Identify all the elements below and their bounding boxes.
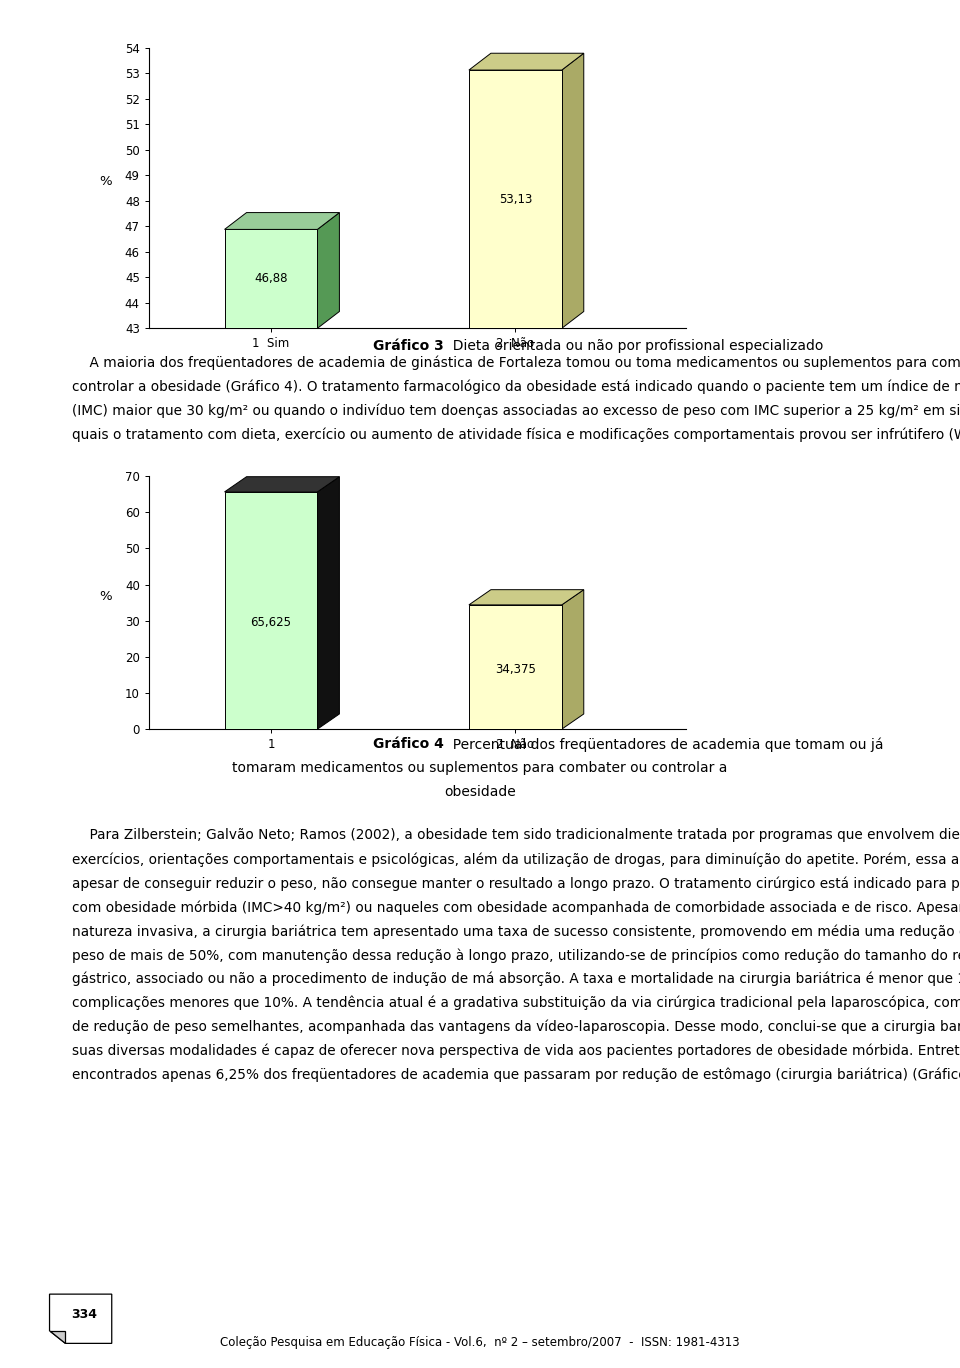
Polygon shape bbox=[50, 1331, 65, 1343]
Text: 334: 334 bbox=[71, 1308, 97, 1321]
Polygon shape bbox=[468, 590, 584, 605]
Text: 53,13: 53,13 bbox=[498, 193, 532, 205]
Text: gástrico, associado ou não a procedimento de indução de má absorção. A taxa e mo: gástrico, associado ou não a procediment… bbox=[72, 973, 960, 986]
Text: de redução de peso semelhantes, acompanhada das vantagens da vídeo-laparoscopia.: de redução de peso semelhantes, acompanh… bbox=[72, 1021, 960, 1034]
Text: suas diversas modalidades é capaz de oferecer nova perspectiva de vida aos pacie: suas diversas modalidades é capaz de ofe… bbox=[72, 1044, 960, 1059]
Y-axis label: %: % bbox=[100, 175, 112, 187]
Text: quais o tratamento com dieta, exercício ou aumento de atividade física e modific: quais o tratamento com dieta, exercício … bbox=[72, 427, 960, 442]
Text: complicações menores que 10%. A tendência atual é a gradativa substituição da vi: complicações menores que 10%. A tendênci… bbox=[72, 996, 960, 1011]
Text: Dieta orientada ou não por profissional especializado: Dieta orientada ou não por profissional … bbox=[444, 339, 823, 353]
Text: 65,625: 65,625 bbox=[251, 616, 292, 629]
Text: peso de mais de 50%, com manutenção dessa redução à longo prazo, utilizando-se d: peso de mais de 50%, com manutenção dess… bbox=[72, 948, 960, 963]
Text: obesidade: obesidade bbox=[444, 785, 516, 799]
Text: 46,88: 46,88 bbox=[254, 272, 288, 286]
Text: apesar de conseguir reduzir o peso, não consegue manter o resultado a longo praz: apesar de conseguir reduzir o peso, não … bbox=[72, 877, 960, 891]
Polygon shape bbox=[50, 1294, 111, 1343]
Text: (IMC) maior que 30 kg/m² ou quando o indivíduo tem doenças associadas ao excesso: (IMC) maior que 30 kg/m² ou quando o ind… bbox=[72, 404, 960, 419]
Text: com obesidade mórbida (IMC>40 kg/m²) ou naqueles com obesidade acompanhada de co: com obesidade mórbida (IMC>40 kg/m²) ou … bbox=[72, 900, 960, 915]
Bar bbox=[225, 230, 318, 328]
Text: tomaram medicamentos ou suplementos para combater ou controlar a: tomaram medicamentos ou suplementos para… bbox=[232, 762, 728, 776]
Bar bbox=[468, 605, 562, 729]
Text: 34,375: 34,375 bbox=[495, 663, 536, 676]
Polygon shape bbox=[468, 53, 584, 70]
Text: A maioria dos freqüentadores de academia de ginástica de Fortaleza tomou ou toma: A maioria dos freqüentadores de academia… bbox=[72, 356, 960, 371]
Text: Para Zilberstein; Galvão Neto; Ramos (2002), a obesidade tem sido tradicionalmen: Para Zilberstein; Galvão Neto; Ramos (20… bbox=[72, 829, 960, 843]
Text: natureza invasiva, a cirurgia bariátrica tem apresentado uma taxa de sucesso con: natureza invasiva, a cirurgia bariátrica… bbox=[72, 925, 960, 938]
Y-axis label: %: % bbox=[100, 590, 112, 603]
Polygon shape bbox=[562, 53, 584, 328]
Text: exercícios, orientações comportamentais e psicológicas, além da utilização de dr: exercícios, orientações comportamentais … bbox=[72, 852, 960, 867]
Bar bbox=[468, 70, 562, 328]
Polygon shape bbox=[562, 590, 584, 729]
Polygon shape bbox=[318, 476, 340, 729]
Bar bbox=[225, 492, 318, 729]
Text: Coleção Pesquisa em Educação Física - Vol.6,  nº 2 – setembro/2007  -  ISSN: 198: Coleção Pesquisa em Educação Física - Vo… bbox=[220, 1335, 740, 1349]
Text: Percentual dos freqüentadores de academia que tomam ou já: Percentual dos freqüentadores de academi… bbox=[444, 737, 883, 752]
Text: controlar a obesidade (Gráfico 4). O tratamento farmacológico da obesidade está : controlar a obesidade (Gráfico 4). O tra… bbox=[72, 380, 960, 394]
Text: encontrados apenas 6,25% dos freqüentadores de academia que passaram por redução: encontrados apenas 6,25% dos freqüentado… bbox=[72, 1068, 960, 1082]
Text: Gráfico 4: Gráfico 4 bbox=[372, 737, 444, 751]
Polygon shape bbox=[225, 212, 340, 230]
Text: Gráfico 3: Gráfico 3 bbox=[372, 339, 444, 353]
Polygon shape bbox=[225, 476, 340, 492]
Polygon shape bbox=[318, 212, 340, 328]
